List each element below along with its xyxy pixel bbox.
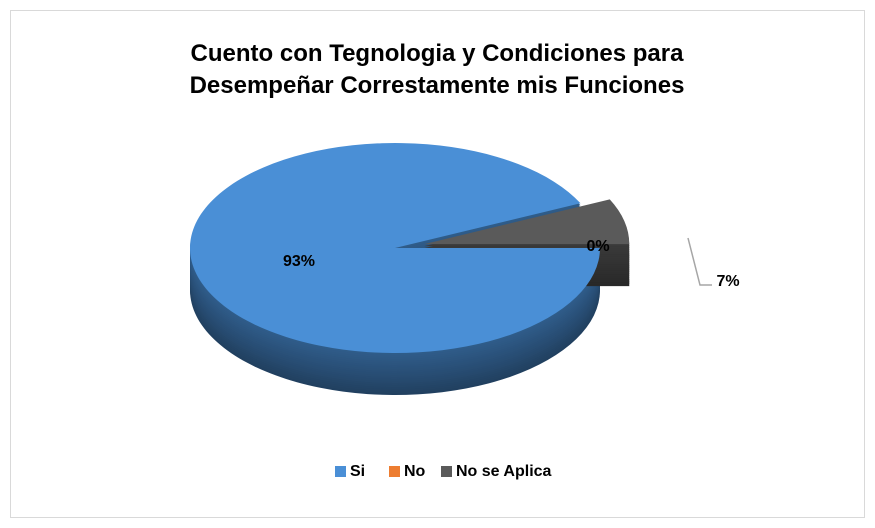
legend-swatch [441, 466, 452, 477]
legend-swatch [335, 466, 346, 477]
leader-line [687, 237, 712, 286]
legend-label: Si [350, 463, 365, 480]
legend-label: No [404, 463, 426, 480]
chart-title: Cuento con Tegnologia y Condiciones para… [189, 40, 685, 99]
slice [190, 142, 600, 353]
data-label: 0% [586, 238, 609, 255]
pie [190, 142, 630, 395]
legend-label: No se Aplica [456, 463, 552, 480]
data-label: 7% [716, 273, 739, 290]
slice [424, 199, 630, 245]
legend-swatch [389, 466, 400, 477]
labels: 93% 0% 7% [283, 237, 740, 290]
data-label: 93% [283, 253, 315, 270]
legend: Si No No se Aplica [335, 463, 552, 480]
